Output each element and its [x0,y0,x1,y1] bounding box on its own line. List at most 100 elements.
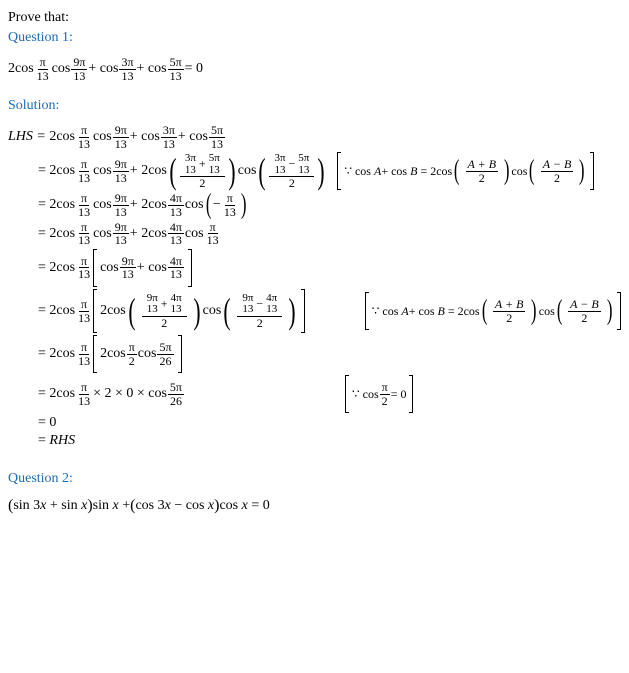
var: x [165,498,171,514]
txt: cos [382,304,398,319]
txt: cos [185,197,204,213]
txt: = 0 [251,498,269,514]
den: 13 [76,234,92,247]
solution-heading: Solution: [8,98,621,114]
txt: = 2cos [38,303,75,319]
num: 5π [168,381,184,395]
txt: = [38,433,46,449]
den: 2 [504,312,514,325]
question-1-heading: Question 1: [8,30,621,46]
num: 3π13+5π13 [180,153,225,177]
d: 13 [272,165,287,177]
txt: = 2cos [420,164,452,179]
step-3: = 2cos π13 cos 9π13 + 2cos 4π13 cos ( − … [38,192,621,218]
den: 13 [161,138,177,151]
den: 13 [76,312,92,325]
txt: = 2cos [38,386,75,402]
num: 3π13−5π13 [269,153,314,177]
d: 13 [240,304,255,316]
txt: + [122,498,130,514]
n: 3π [272,153,287,165]
txt: cos [219,498,238,514]
den: 13 [76,138,92,151]
txt: + cos [88,61,118,77]
num: π [208,221,218,235]
num: 3π [161,124,177,138]
den: 26 [158,355,174,368]
d: 13 [145,304,160,316]
txt: = 2cos [38,260,75,276]
var: B [437,304,444,319]
var: A [401,304,408,319]
d: 13 [264,304,279,316]
den: 2 [287,177,297,190]
num: A − B [568,298,601,312]
den: 13 [222,206,238,219]
den: 2 [552,172,562,185]
num: π [38,56,48,70]
txt: = 2cos [448,304,480,319]
txt: cos [363,387,379,402]
den: 13 [76,395,92,408]
num: π [79,192,89,206]
var: x [40,498,46,514]
den: 13 [120,268,136,281]
den: 13 [113,206,129,219]
txt: sin [93,498,109,514]
den: 2 [380,395,390,408]
den: 13 [168,206,184,219]
den: 13 [209,138,225,151]
den: 13 [76,268,92,281]
op: − [256,296,263,310]
paren-group: ( − π13 ) [204,192,249,218]
num: A + B [493,298,526,312]
num: π [79,255,89,269]
op: + [199,156,206,170]
num: π [79,158,89,172]
txt: cos [100,260,119,276]
num: 4π [168,255,184,269]
den: 13 [113,172,129,185]
var: x [113,498,119,514]
txt: cos [355,164,371,179]
txt: = 2cos [38,197,75,213]
num: 9π [113,192,129,206]
op: + [161,296,168,310]
num: 9π [113,221,129,235]
den: 2 [159,317,169,330]
op: − [289,156,296,170]
d: 13 [169,304,184,316]
d: 13 [183,165,198,177]
num: 3π [119,56,135,70]
num: 9π [113,124,129,138]
num: 9π [71,56,87,70]
hint-bracket: ∵ cos A + cos B = 2cos (A + B2) cos (A −… [337,152,593,190]
n: 5π [296,153,311,165]
num: A + B [466,158,499,172]
txt: + cos [137,260,167,276]
txt: + cos [381,164,407,179]
paren-group: ( 3π13+5π132 ) [167,153,238,190]
den: 13 [113,234,129,247]
bracket-group: 2cos π2 cos 5π26 [93,335,181,373]
den: 13 [168,234,184,247]
n: 3π [183,153,198,165]
txt: − cos [174,498,204,514]
num: 4π [168,192,184,206]
txt: 2cos [49,129,75,145]
d: 13 [296,165,311,177]
lhs: LHS = [8,129,46,145]
num: π [79,298,89,312]
txt: cos [539,304,555,319]
n: 5π [207,153,222,165]
txt: cos [93,197,112,213]
question-2-heading: Question 2: [8,471,621,487]
den: 13 [168,70,184,83]
num: 9π13−4π13 [237,293,282,317]
txt: cos 3 [135,498,164,514]
txt: cos [93,129,112,145]
num: 9π13+4π13 [142,293,187,317]
num: π [79,341,89,355]
den: 13 [205,234,221,247]
num: π [79,124,89,138]
